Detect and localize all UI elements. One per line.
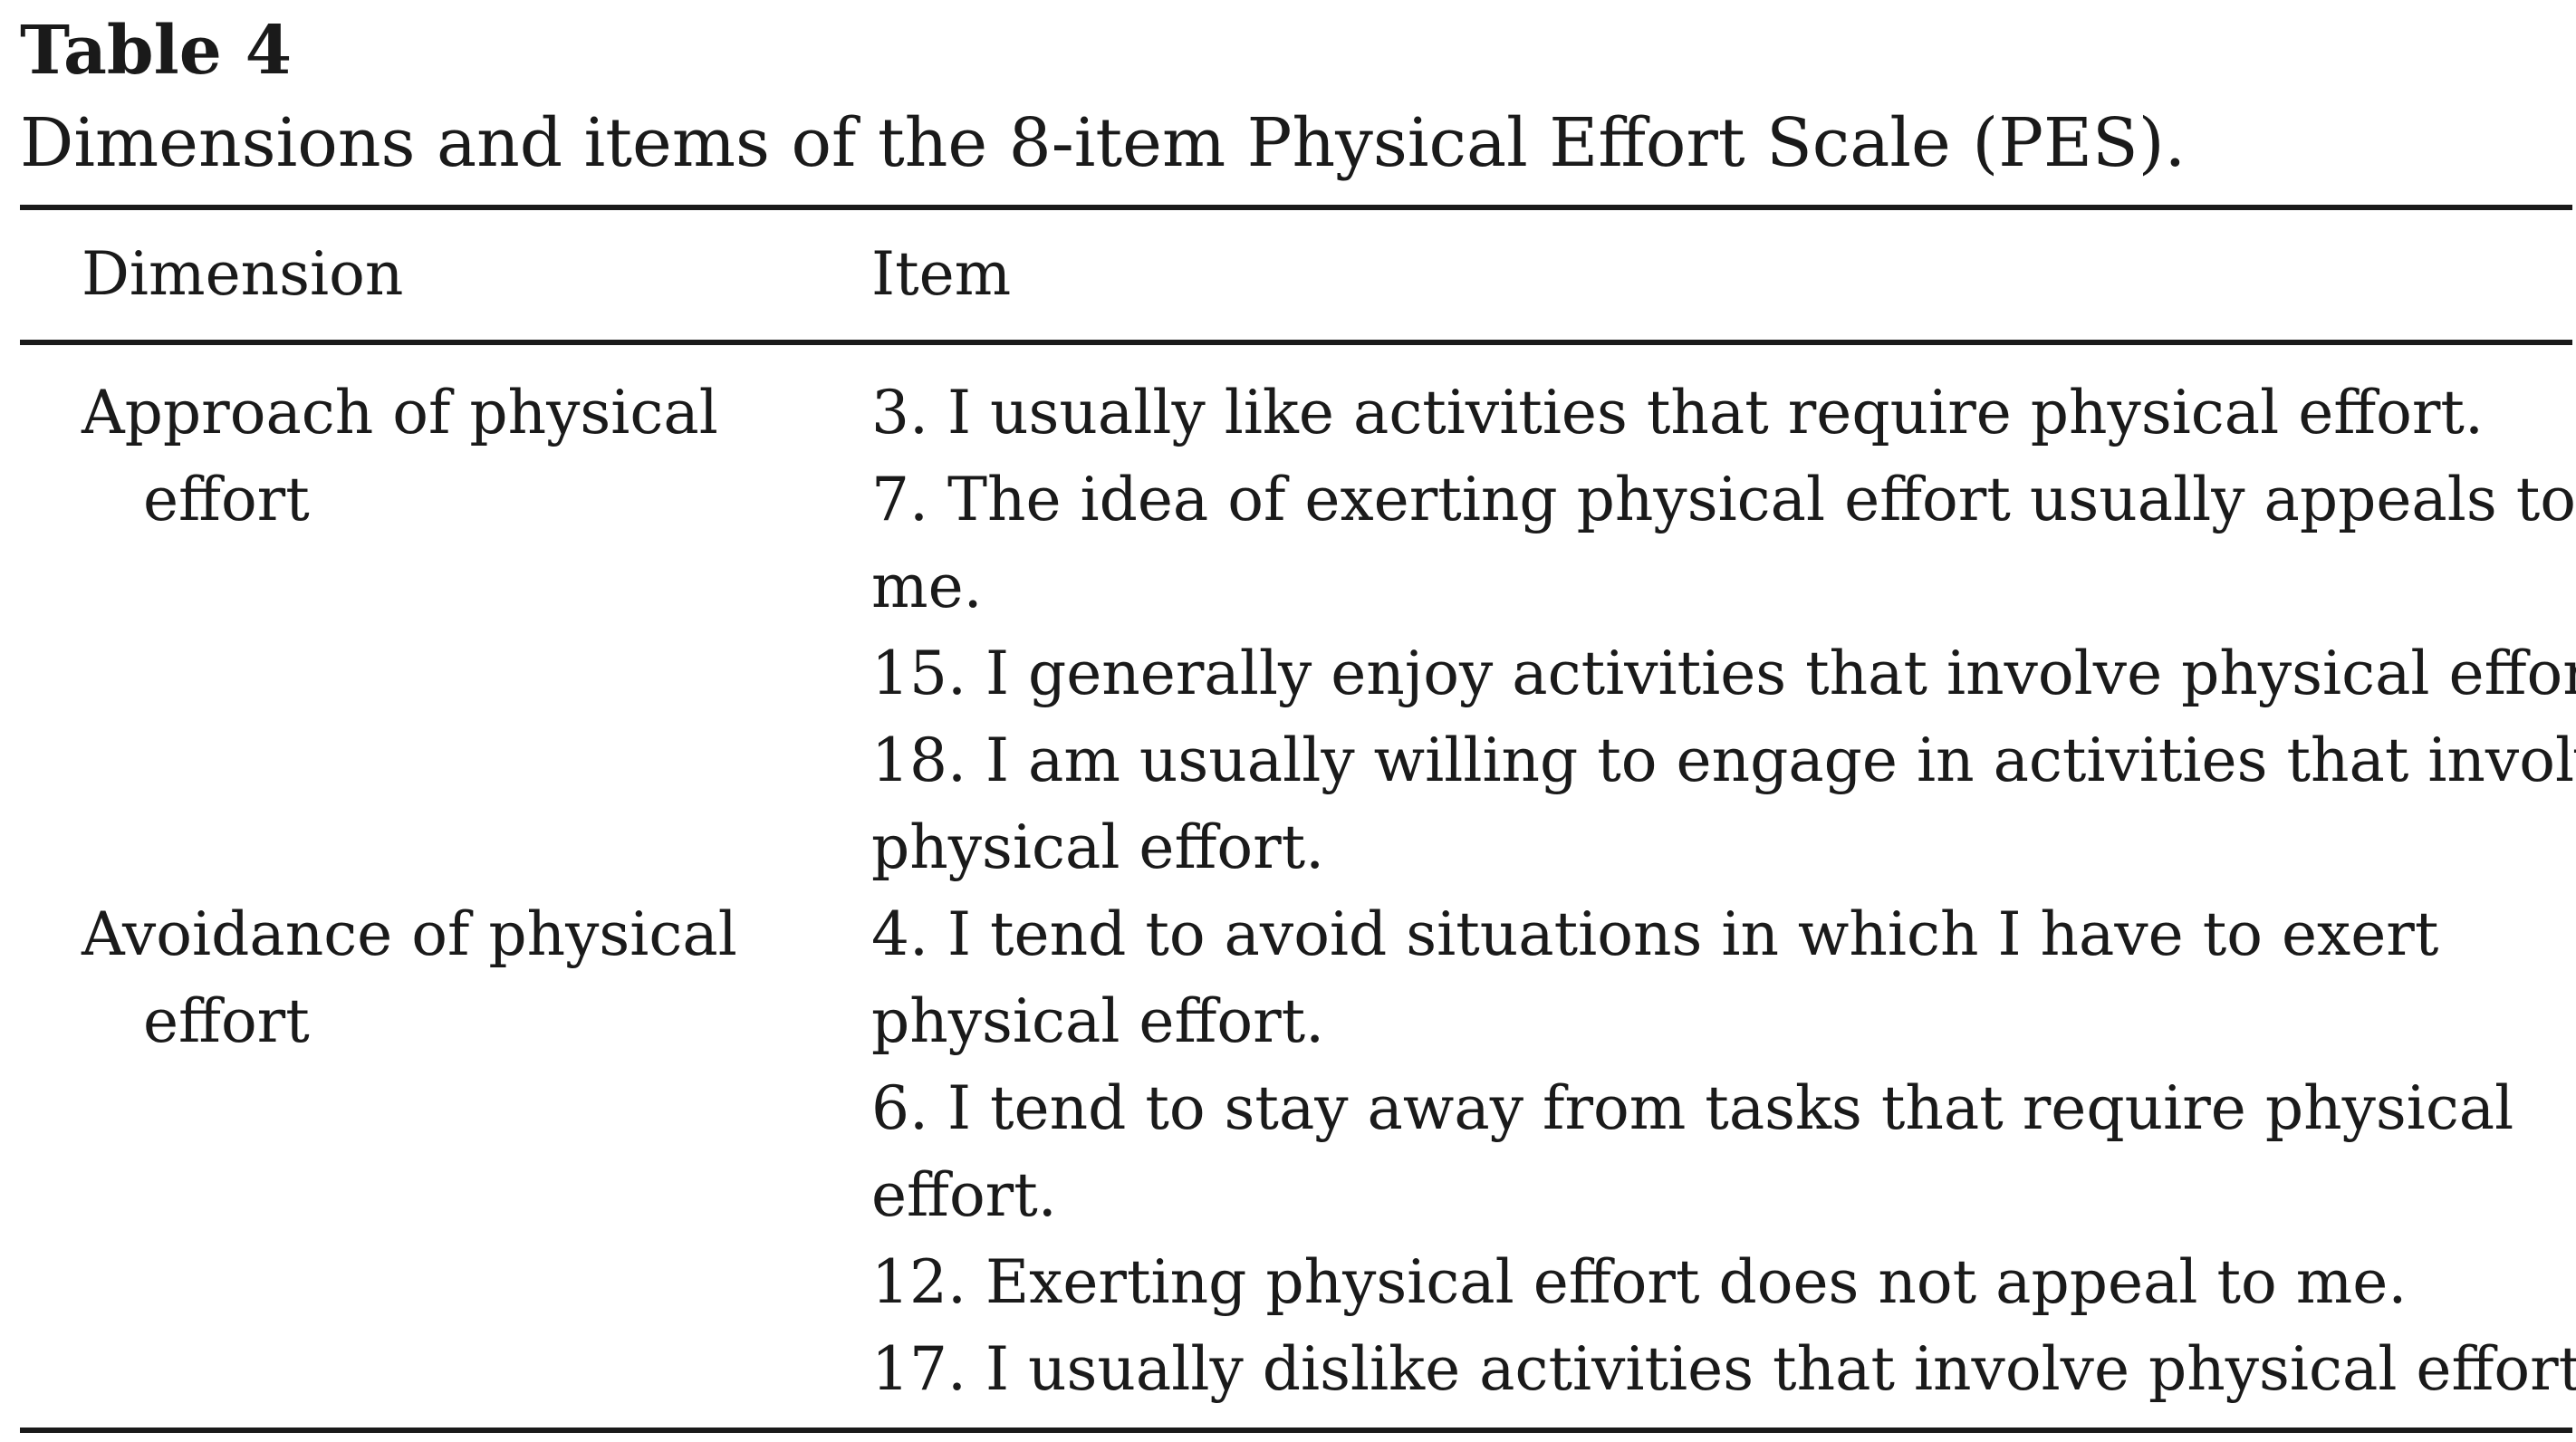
top-rule bbox=[20, 205, 2572, 210]
item-text: 3. I usually like activities that requir… bbox=[871, 378, 2484, 447]
item-text: 17. I usually dislike activities that in… bbox=[871, 1334, 2576, 1404]
dimension-cell: Approach of physical effort bbox=[82, 370, 806, 543]
header-rule bbox=[20, 340, 2572, 345]
item-text: 6. I tend to stay away from tasks that r… bbox=[871, 1073, 2514, 1143]
column-header-dimension: Dimension bbox=[82, 239, 404, 309]
item-text: 15. I generally enjoy activities that in… bbox=[871, 639, 2576, 708]
dimension-label-continued: effort bbox=[143, 986, 310, 1056]
item-text: physical effort. bbox=[871, 986, 1325, 1056]
item-text: physical effort. bbox=[871, 812, 1325, 882]
column-header-item: Item bbox=[871, 239, 1012, 309]
table-caption: Dimensions and items of the 8-item Physi… bbox=[20, 104, 2187, 182]
item-text: 18. I am usually willing to engage in ac… bbox=[871, 726, 2576, 795]
item-text: me. bbox=[871, 552, 983, 621]
dimension-cell: Avoidance of physical effort bbox=[82, 891, 806, 1065]
item-text: 12. Exerting physical effort does not ap… bbox=[871, 1247, 2408, 1317]
dimension-label: Approach of physical bbox=[82, 378, 718, 447]
table-label: Table 4 bbox=[20, 12, 293, 90]
dimension-label: Avoidance of physical bbox=[82, 899, 737, 969]
dimension-label-continued: effort bbox=[143, 465, 310, 534]
bottom-rule bbox=[20, 1428, 2572, 1433]
item-text: 4. I tend to avoid situations in which I… bbox=[871, 899, 2439, 969]
item-text: 7. The idea of exerting physical effort … bbox=[871, 465, 2576, 534]
item-cell: 3. I usually like activities that requir… bbox=[871, 370, 2576, 891]
item-cell: 4. I tend to avoid situations in which I… bbox=[871, 891, 2576, 1413]
item-text: effort. bbox=[871, 1160, 1057, 1230]
